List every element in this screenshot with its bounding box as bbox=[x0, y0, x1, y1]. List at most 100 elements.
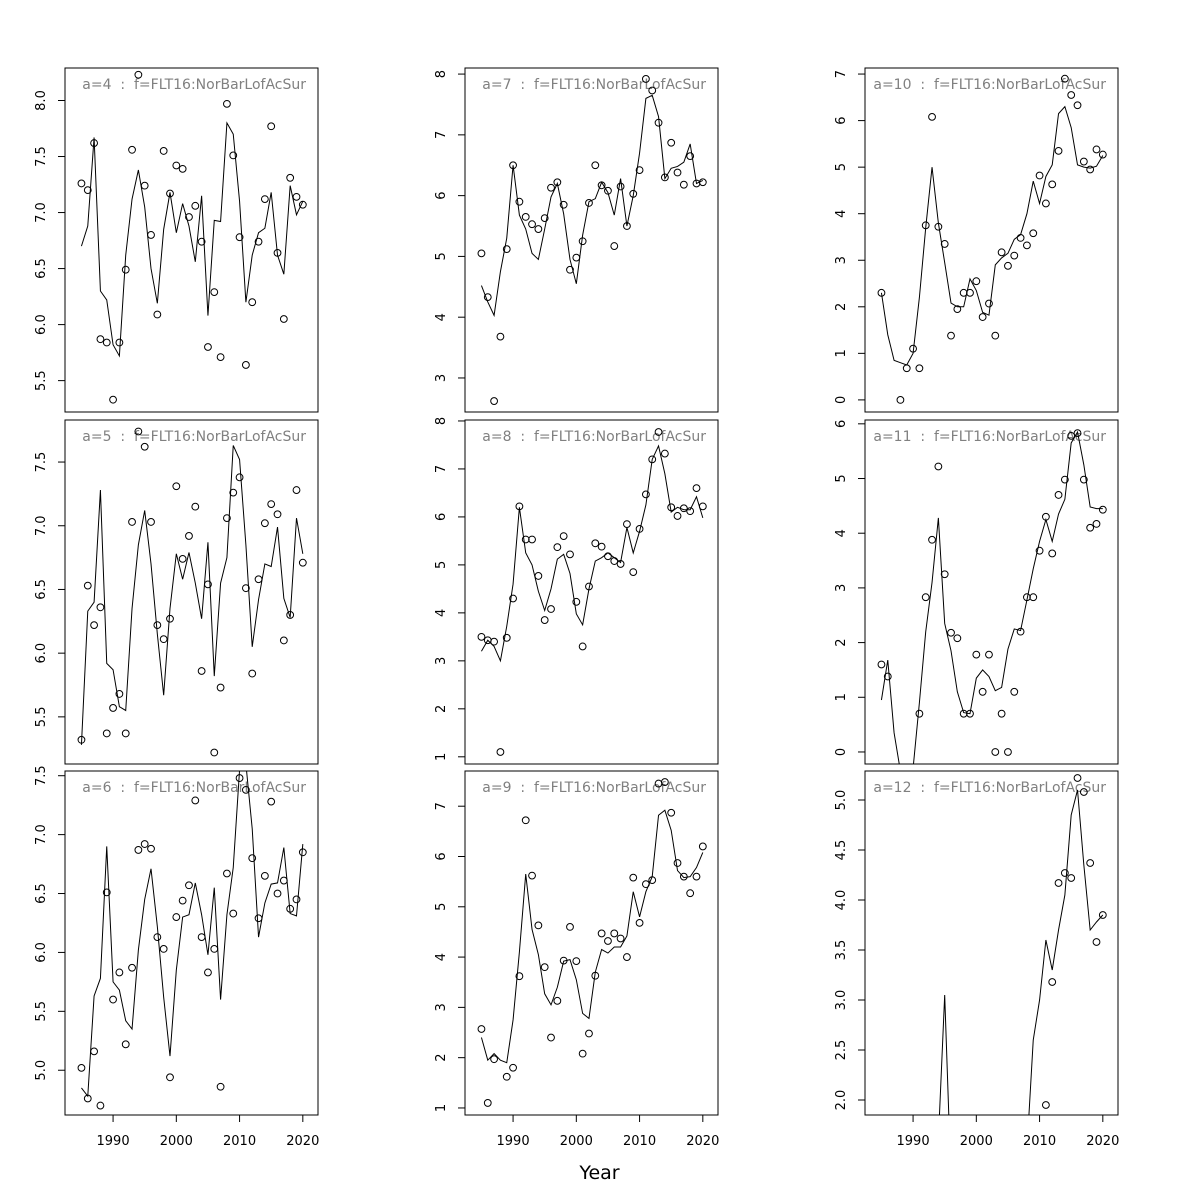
plot-area bbox=[477, 778, 707, 1107]
observation-point bbox=[298, 200, 307, 209]
observation-point bbox=[134, 427, 143, 436]
y-tick-label: 3.5 bbox=[834, 940, 849, 961]
observation-point bbox=[241, 785, 250, 794]
fit-line bbox=[880, 105, 1104, 366]
observation-point bbox=[635, 166, 644, 175]
observation-point bbox=[90, 1047, 98, 1056]
observation-point bbox=[172, 161, 181, 170]
observation-point bbox=[1004, 748, 1012, 756]
observation-point bbox=[921, 593, 930, 602]
observation-point bbox=[1004, 261, 1012, 270]
observation-point bbox=[934, 462, 943, 471]
y-tick-label: 1 bbox=[434, 753, 449, 761]
observation-point bbox=[515, 972, 524, 981]
observation-point bbox=[292, 192, 301, 201]
observation-point bbox=[159, 147, 168, 155]
x-axis-label: Year bbox=[578, 1162, 619, 1184]
y-tick-label: 2 bbox=[434, 1054, 449, 1062]
panel-title: a=10 : f=FLT16:NorBarLofAcSur bbox=[873, 77, 1106, 93]
y-tick-label: 5 bbox=[834, 474, 849, 482]
observation-point bbox=[928, 112, 936, 121]
observation-point bbox=[502, 245, 511, 254]
fit-line bbox=[80, 445, 304, 745]
observation-point bbox=[654, 428, 663, 436]
observation-point bbox=[102, 338, 111, 347]
observation-point bbox=[597, 542, 606, 551]
y-tick-label: 5.5 bbox=[34, 707, 49, 728]
observation-point bbox=[267, 797, 276, 806]
y-tick-label: 6.0 bbox=[34, 314, 49, 335]
x-tick-label: 2020 bbox=[286, 1134, 319, 1149]
observation-point bbox=[153, 310, 162, 319]
y-tick-label: 5.5 bbox=[34, 370, 49, 391]
x-tick-label: 2020 bbox=[1086, 1134, 1119, 1149]
observation-point bbox=[90, 621, 98, 630]
observation-point bbox=[623, 520, 631, 529]
observation-point bbox=[610, 929, 619, 938]
observation-point bbox=[648, 86, 657, 95]
observation-point bbox=[286, 173, 295, 182]
observation-point bbox=[248, 298, 257, 307]
observation-point bbox=[928, 535, 936, 544]
observation-point bbox=[1073, 429, 1082, 438]
observation-point bbox=[534, 921, 543, 930]
observation-point bbox=[229, 151, 238, 160]
y-tick-label: 7.0 bbox=[34, 515, 49, 536]
y-tick-label: 6.5 bbox=[34, 258, 49, 279]
observation-point bbox=[1086, 165, 1095, 174]
panel: a=12 : f=FLT16:NorBarLofAcSur 2.0 2.5 3.0 3.… bbox=[834, 770, 1119, 1149]
observation-point bbox=[210, 748, 219, 757]
observation-point bbox=[1098, 150, 1107, 159]
observation-point bbox=[566, 923, 574, 931]
fit-line bbox=[938, 789, 1104, 1115]
panel-frame bbox=[464, 419, 719, 765]
observation-point bbox=[991, 748, 1000, 756]
observation-point bbox=[490, 1055, 498, 1064]
observation-point bbox=[991, 331, 1000, 340]
observation-point bbox=[985, 299, 993, 308]
observation-point bbox=[1041, 199, 1050, 208]
observation-point bbox=[223, 869, 231, 878]
observation-point bbox=[477, 632, 486, 641]
observation-point bbox=[553, 996, 562, 1005]
panel-frame bbox=[464, 67, 719, 413]
observation-point bbox=[502, 633, 511, 642]
y-tick-label: 5.0 bbox=[34, 1060, 49, 1081]
y-tick-label: 5 bbox=[434, 903, 449, 911]
fit-line bbox=[480, 809, 704, 1064]
y-tick-label: 3 bbox=[434, 1003, 449, 1011]
plot-area bbox=[77, 427, 307, 757]
y-tick-label: 3 bbox=[834, 584, 849, 592]
observation-point bbox=[540, 963, 549, 972]
y-tick-label: 6.0 bbox=[34, 643, 49, 664]
observation-point bbox=[915, 709, 924, 718]
y-tick-label: 6.5 bbox=[34, 579, 49, 600]
observation-point bbox=[96, 335, 105, 344]
y-tick-label: 6 bbox=[434, 513, 449, 521]
y-tick-label: 7 bbox=[834, 70, 849, 78]
observation-point bbox=[254, 575, 263, 584]
observation-point bbox=[248, 854, 257, 863]
observation-point bbox=[997, 709, 1006, 718]
observation-point bbox=[102, 729, 111, 738]
panel-title: a=8 : f=FLT16:NorBarLofAcSur bbox=[482, 429, 706, 445]
observation-point bbox=[483, 293, 492, 302]
y-tick-label: 5 bbox=[434, 561, 449, 569]
y-tick-label: 3.0 bbox=[834, 990, 849, 1011]
observation-point bbox=[128, 963, 136, 972]
panel-frame bbox=[64, 770, 319, 1116]
panel-frame bbox=[864, 67, 1119, 413]
panel-title: a=6 : f=FLT16:NorBarLofAcSur bbox=[82, 780, 306, 796]
observation-point bbox=[279, 636, 288, 645]
observation-point bbox=[997, 248, 1006, 257]
observation-point bbox=[1079, 157, 1088, 166]
observation-point bbox=[698, 842, 707, 851]
observation-point bbox=[147, 518, 155, 526]
observation-point bbox=[667, 808, 676, 817]
x-tick-label: 1990 bbox=[897, 1134, 930, 1149]
observation-point bbox=[585, 199, 593, 207]
y-tick-label: 8.0 bbox=[34, 90, 49, 111]
observation-point bbox=[216, 683, 225, 692]
observation-point bbox=[660, 778, 669, 786]
